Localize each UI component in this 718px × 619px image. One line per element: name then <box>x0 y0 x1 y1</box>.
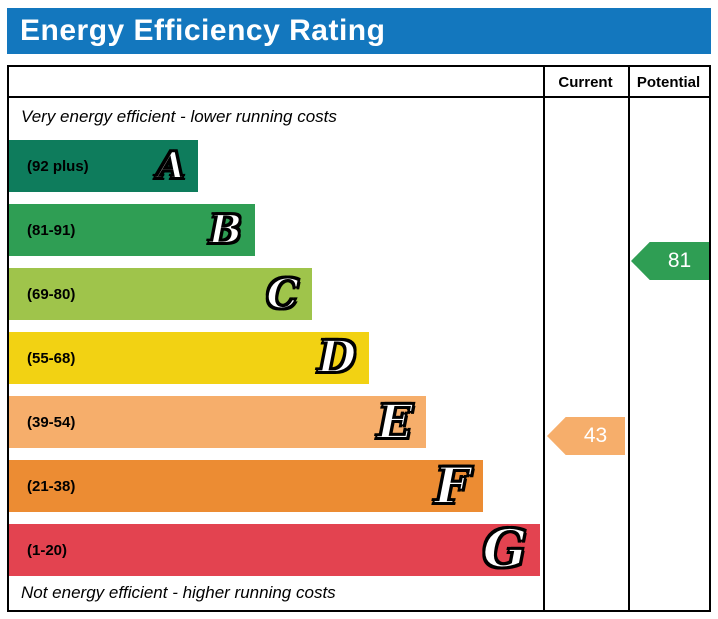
band-range-label: (69-80) <box>27 285 76 303</box>
band-letter: E <box>376 394 414 450</box>
band-range-label: (81-91) <box>27 221 76 239</box>
rating-band: (69-80) C <box>9 268 312 320</box>
column-header-row: Current Potential <box>9 67 709 98</box>
band-letter: G <box>482 519 528 580</box>
energy-rating-chart: Current Potential Very energy efficient … <box>7 65 711 612</box>
band-range-label: (39-54) <box>27 413 76 431</box>
rating-band: (21-38) F <box>9 460 483 512</box>
rating-band: (39-54) E <box>9 396 426 448</box>
potential-column-header: Potential <box>636 74 701 91</box>
band-letter: D <box>317 332 357 383</box>
rating-band: (55-68) D <box>9 332 369 384</box>
current-rating-value: 43 <box>583 424 608 447</box>
band-letter: B <box>208 206 243 253</box>
potential-rating-arrow: 81 <box>631 242 709 280</box>
band-range-label: (1-20) <box>27 541 68 559</box>
top-note: Very energy efficient - lower running co… <box>21 107 337 126</box>
potential-rating-value: 81 <box>667 249 692 272</box>
current-rating-arrow: 43 <box>547 417 625 455</box>
band-letter: A <box>156 145 186 187</box>
current-column-divider <box>543 67 545 610</box>
band-letter: F <box>434 456 471 515</box>
page-title: Energy Efficiency Rating <box>20 14 386 47</box>
band-range-label: (55-68) <box>27 349 76 367</box>
rating-band: (81-91) B <box>9 204 255 256</box>
band-range-label: (92 plus) <box>27 157 89 175</box>
title-bar: Energy Efficiency Rating <box>7 8 711 54</box>
band-letter: C <box>265 269 300 318</box>
rating-band: (1-20) G <box>9 519 540 580</box>
potential-column-divider <box>628 67 630 610</box>
band-range-label: (21-38) <box>27 477 76 495</box>
current-column-header: Current <box>558 74 613 91</box>
bottom-note: Not energy efficient - higher running co… <box>21 583 336 602</box>
rating-band: (92 plus) A <box>9 140 198 192</box>
